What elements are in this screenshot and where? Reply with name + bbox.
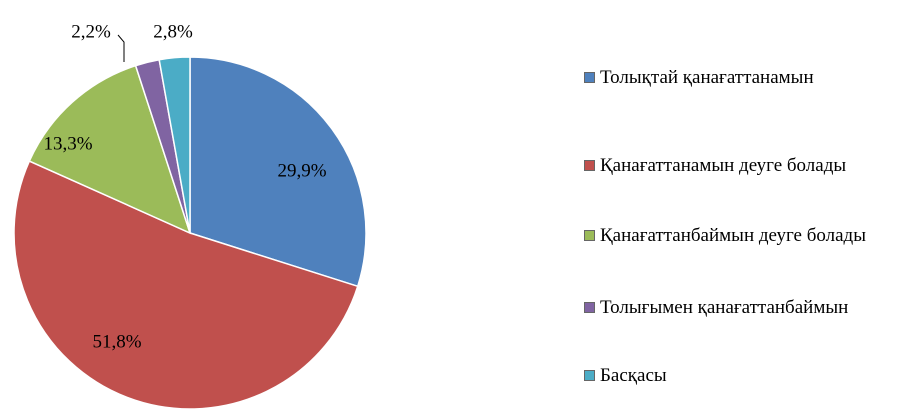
legend-label: Толықтай қанағаттанамын bbox=[600, 67, 814, 88]
legend-label: Басқасы bbox=[600, 365, 667, 386]
legend-label: Қанағаттанамын деуге болады bbox=[600, 155, 847, 176]
data-label: 51,8% bbox=[92, 331, 141, 352]
data-label: 29,9% bbox=[277, 160, 326, 181]
pie-slice bbox=[13, 160, 359, 410]
legend-swatch bbox=[584, 72, 595, 83]
pie-slice bbox=[158, 56, 191, 234]
legend-item: Қанағаттанамын деуге болады bbox=[584, 148, 902, 183]
data-label: 13,3% bbox=[43, 133, 92, 154]
legend-item: Толығымен қанағаттанбаймын bbox=[584, 290, 902, 325]
leader-line bbox=[117, 34, 125, 62]
legend-item: Басқасы bbox=[584, 358, 902, 393]
pie-slice bbox=[189, 56, 367, 288]
legend-label: Толығымен қанағаттанбаймын bbox=[600, 297, 849, 318]
legend-item: Толықтай қанағаттанамын bbox=[584, 60, 902, 95]
legend-swatch bbox=[584, 160, 595, 171]
legend-swatch bbox=[584, 370, 595, 381]
legend-label: Қанағаттанбаймын деуге болады bbox=[600, 225, 866, 246]
pie-slice bbox=[28, 64, 192, 235]
data-label: 2,2% bbox=[71, 21, 111, 42]
legend-swatch bbox=[584, 302, 595, 313]
data-label: 2,8% bbox=[153, 21, 193, 42]
legend-swatch bbox=[584, 230, 595, 241]
legend-item: Қанағаттанбаймын деуге болады bbox=[584, 218, 902, 253]
